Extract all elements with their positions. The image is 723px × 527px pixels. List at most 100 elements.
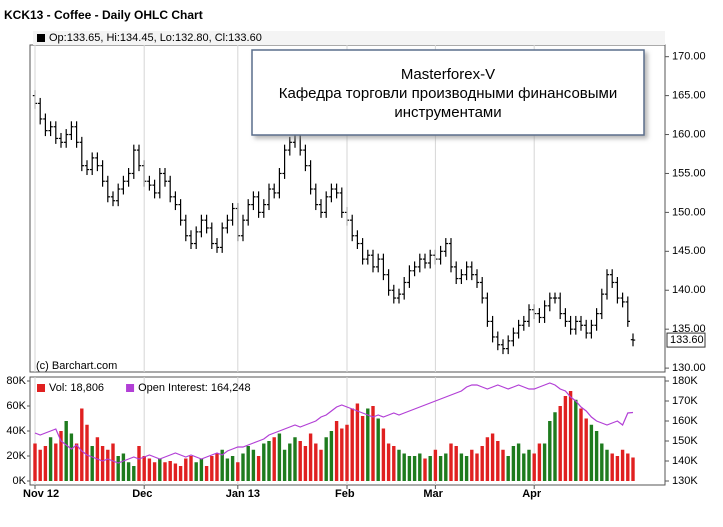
y2-tick-label: 150K bbox=[672, 435, 698, 447]
y2-tick-label: 140K bbox=[672, 455, 698, 467]
volume-bar bbox=[631, 457, 635, 481]
legend-strip bbox=[33, 31, 665, 45]
volume-bar bbox=[132, 466, 136, 481]
volume-bar bbox=[168, 461, 172, 481]
volume-bar bbox=[620, 449, 625, 481]
volume-bar bbox=[137, 446, 141, 481]
volume-bar bbox=[256, 456, 261, 481]
volume-bar bbox=[225, 458, 230, 481]
volume-bar bbox=[173, 463, 178, 481]
y-tick-label: 155.00 bbox=[672, 167, 706, 179]
volume-bar bbox=[329, 431, 334, 481]
volume-bar bbox=[548, 421, 552, 481]
volume-bar bbox=[199, 458, 204, 481]
volume-bar bbox=[454, 446, 458, 481]
volume-bar bbox=[501, 449, 505, 481]
volume-bar bbox=[220, 449, 224, 481]
y2-tick-label: 170K bbox=[672, 395, 698, 407]
y-tick-label: 130.00 bbox=[672, 362, 706, 374]
volume-bar bbox=[542, 443, 547, 481]
volume-bar bbox=[626, 453, 630, 481]
volume-bar bbox=[236, 462, 240, 481]
volume-bar bbox=[184, 458, 188, 481]
volume-bar bbox=[262, 443, 266, 481]
volume-bar bbox=[360, 416, 365, 481]
credit: (c) Barchart.com bbox=[36, 360, 117, 372]
volume-bar bbox=[459, 453, 464, 481]
volume-bar bbox=[251, 449, 256, 481]
x-tick-label: Jan 13 bbox=[226, 488, 260, 500]
volume-bar bbox=[152, 462, 157, 481]
volume-bar bbox=[64, 421, 68, 481]
x-tick-label: Mar bbox=[423, 488, 443, 500]
volume-bar bbox=[100, 446, 105, 481]
volume-bar bbox=[43, 446, 48, 481]
y-tick-label: 40K bbox=[6, 425, 26, 437]
volume-bar bbox=[48, 437, 53, 481]
volume-bar bbox=[80, 408, 84, 481]
volume-bar bbox=[288, 443, 292, 481]
volume-bar bbox=[308, 433, 313, 481]
volume-bar bbox=[69, 433, 74, 481]
volume-bar bbox=[444, 453, 448, 481]
volume-bar bbox=[392, 446, 396, 481]
y-tick-label: 60K bbox=[6, 400, 26, 412]
open-interest-line bbox=[34, 382, 634, 464]
y-tick-label: 135.00 bbox=[672, 323, 706, 335]
volume-bar bbox=[163, 462, 167, 481]
volume-bar bbox=[241, 453, 245, 481]
volume-bar bbox=[433, 449, 438, 481]
annotation-box bbox=[251, 49, 645, 136]
last-price-badge bbox=[666, 332, 706, 348]
x-tick-label: Nov 12 bbox=[23, 488, 59, 500]
y-tick-label: 145.00 bbox=[672, 245, 706, 257]
y-tick-label: 140.00 bbox=[672, 284, 706, 296]
volume-bar bbox=[574, 399, 578, 481]
volume-bar bbox=[355, 403, 360, 481]
volume-bar bbox=[319, 449, 323, 481]
volume-bar bbox=[59, 431, 63, 481]
volume-bar bbox=[511, 446, 516, 481]
volume-bar bbox=[204, 466, 209, 481]
volume-bar bbox=[506, 456, 510, 481]
volume-bar bbox=[490, 433, 495, 481]
annotation-line: Masterforex-V bbox=[401, 66, 495, 83]
volume-bar bbox=[407, 456, 412, 481]
volume-bar bbox=[376, 418, 380, 481]
volume-bar bbox=[267, 441, 271, 481]
y2-tick-label: 130K bbox=[672, 475, 698, 487]
volume-bar bbox=[475, 453, 479, 481]
volume-bar bbox=[470, 449, 474, 481]
volume-bar bbox=[496, 441, 500, 481]
volume-bar bbox=[54, 443, 58, 481]
legend-label: Vol: 18,806 bbox=[49, 382, 104, 394]
volume-bar bbox=[615, 456, 620, 481]
x-tick-label: Feb bbox=[335, 488, 355, 500]
volume-bar bbox=[277, 433, 282, 481]
marks: 130.00 135.00 140.00 145.00 150.00 155.00 160.… bbox=[6, 45, 706, 500]
volume-bar bbox=[189, 456, 193, 481]
last-price-label: 133.60 bbox=[670, 334, 704, 346]
volume-bar bbox=[126, 462, 131, 481]
volume-bar bbox=[568, 391, 573, 481]
y2-tick-label: 160K bbox=[672, 415, 698, 427]
volume-bar bbox=[449, 443, 453, 481]
volume-bar bbox=[553, 412, 557, 481]
legend-swatch bbox=[126, 384, 135, 392]
volume-bar bbox=[480, 446, 484, 481]
volume-bar bbox=[610, 453, 614, 481]
volume-bar bbox=[532, 453, 536, 481]
chart-title: KCK13 - Coffee - Daily OHLC Chart bbox=[4, 8, 203, 22]
y-tick-label: 170.00 bbox=[672, 51, 706, 63]
volume-bar bbox=[324, 437, 328, 481]
volume-bar bbox=[522, 453, 526, 481]
y-tick-label: 20K bbox=[6, 450, 26, 462]
y-tick-label: 150.00 bbox=[672, 206, 706, 218]
volume-bar bbox=[210, 456, 214, 481]
volume-bar bbox=[298, 441, 302, 481]
volume-bar bbox=[558, 406, 562, 481]
volume-bar bbox=[293, 437, 297, 481]
volume-bar bbox=[563, 396, 568, 481]
volume-bar bbox=[345, 424, 349, 481]
